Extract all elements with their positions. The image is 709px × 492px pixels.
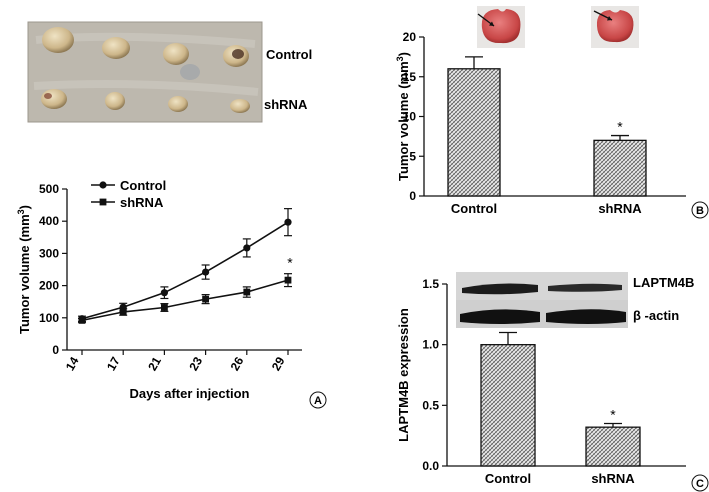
- y-tick-label: 1.0: [422, 338, 439, 352]
- x-category-label: shRNA: [591, 471, 635, 486]
- tumor-sample: [41, 89, 67, 109]
- tumor-sample: [168, 96, 188, 112]
- bar-chart-laptm4b-expression: 0.0 0.5 1.0 1.5 Control shRNA * LAPTM4B express…: [396, 277, 686, 486]
- legend-marker: [99, 198, 107, 206]
- data-point-shrna: [243, 288, 251, 296]
- legend-label: shRNA: [120, 195, 164, 210]
- significance-asterisk: *: [617, 119, 623, 135]
- blot-band-actin-shrna: [546, 309, 626, 324]
- tumor-photo: [27, 21, 263, 123]
- lung-photo-shrna: [591, 6, 639, 48]
- lung-photo-control: [477, 6, 525, 48]
- y-tick-label: 5: [409, 149, 416, 163]
- bar-shrna: [585, 426, 641, 467]
- x-tick-label: 23: [186, 354, 205, 373]
- y-tick-label: 0.5: [422, 398, 439, 412]
- panel-badge-b: B: [691, 201, 709, 219]
- legend-marker: [99, 181, 107, 189]
- y-tick-label: 0.0: [422, 459, 439, 473]
- tumor-dark-spot: [232, 49, 244, 59]
- y-axis-label: Tumor volume (mm3): [16, 205, 32, 334]
- x-tick-label: 26: [228, 354, 247, 373]
- bar-control: [447, 68, 501, 197]
- data-point-control: [243, 244, 251, 252]
- western-blot: [456, 272, 628, 328]
- data-point-control: [284, 218, 292, 226]
- panel-badge-c: C: [691, 474, 709, 492]
- data-point-control: [160, 289, 168, 297]
- line-chart-tumor-volume: 0 100 200 300 400 500 14 17 21 23 26 29 Days after i…: [16, 178, 302, 401]
- x-tick-label: 14: [63, 354, 82, 373]
- tumor-shadow: [180, 64, 200, 80]
- legend-label: Control: [120, 178, 166, 193]
- svg-text:B: B: [696, 205, 704, 217]
- significance-asterisk: *: [287, 255, 293, 271]
- x-axis-label: Days after injection: [130, 386, 250, 401]
- series-line-shrna: [81, 279, 289, 322]
- y-axis-label: LAPTM4B expression: [396, 308, 411, 442]
- bar-shrna: [593, 139, 647, 197]
- blot-label-actin: β -actin: [633, 308, 679, 323]
- tumor-sample: [42, 27, 74, 53]
- tumor-sample: [163, 43, 189, 65]
- data-point-shrna: [78, 316, 86, 324]
- svg-text:A: A: [314, 395, 322, 407]
- blot-label-laptm4b: LAPTM4B: [633, 275, 694, 290]
- data-point-shrna: [161, 304, 168, 311]
- y-tick-label: 400: [39, 214, 59, 228]
- y-tick-label: 20: [403, 30, 417, 44]
- x-tick-label: 21: [145, 354, 164, 373]
- y-tick-label: 10: [403, 110, 417, 124]
- data-point-control: [202, 268, 210, 276]
- tumor-sample: [105, 92, 125, 110]
- bar-chart-tumor-volume: 0 5 10 15 20 Control shRNA * Tumor volume (mm3): [395, 30, 686, 216]
- bar-control: [480, 344, 536, 467]
- photo-label-shrna: shRNA: [264, 97, 308, 112]
- svg-text:C: C: [696, 478, 704, 490]
- tumor-sample: [230, 99, 250, 113]
- tumor-dark-spot: [44, 93, 52, 99]
- data-point-shrna: [284, 276, 292, 284]
- data-point-shrna: [119, 308, 127, 316]
- x-tick-label: 17: [104, 354, 123, 373]
- y-tick-label: 200: [39, 279, 59, 293]
- y-tick-label: 300: [39, 246, 59, 260]
- significance-asterisk: *: [610, 407, 616, 423]
- y-axis-label: Tumor volume (mm3): [395, 52, 411, 181]
- tumor-sample: [102, 37, 130, 59]
- y-tick-label: 500: [39, 182, 59, 196]
- x-category-label: Control: [451, 201, 497, 216]
- panel-badge-a: A: [309, 391, 327, 409]
- y-tick-label: 0: [52, 343, 59, 357]
- x-category-label: Control: [485, 471, 531, 486]
- photo-label-control: Control: [266, 47, 312, 62]
- series-line-control: [81, 221, 289, 320]
- y-tick-label: 15: [403, 70, 417, 84]
- blot-band-actin-control: [460, 309, 540, 324]
- y-tick-label: 0: [409, 189, 416, 203]
- x-category-label: shRNA: [598, 201, 642, 216]
- data-point-shrna: [202, 295, 209, 303]
- y-tick-label: 100: [39, 311, 59, 325]
- x-tick-label: 29: [269, 354, 288, 373]
- blot-band-laptm4b-control: [462, 283, 538, 295]
- blot-band-laptm4b-shrna: [548, 283, 622, 292]
- y-tick-label: 1.5: [422, 277, 439, 291]
